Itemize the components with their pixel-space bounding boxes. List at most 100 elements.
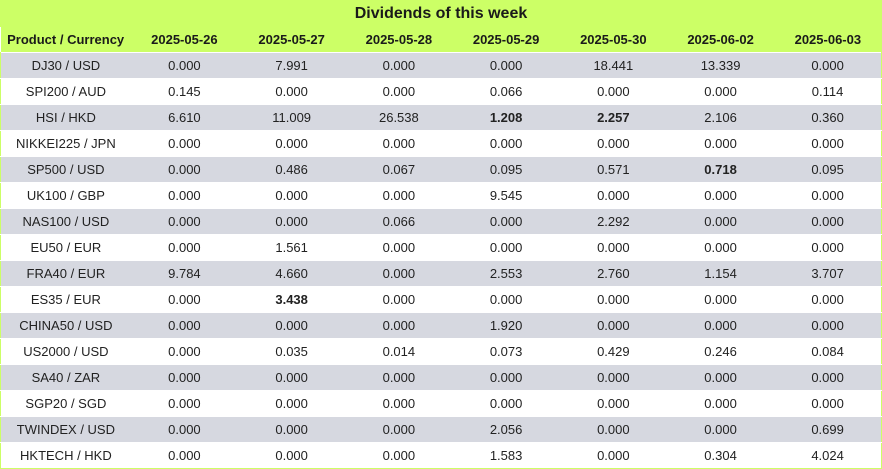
dividend-value-cell: 0.000	[130, 182, 239, 209]
dividend-value-cell: 0.000	[130, 52, 239, 79]
table-row: HSI / HKD 6.610 11.009 26.538 1.208 2.257 2.10…	[0, 104, 882, 131]
dividend-value-cell: 0.000	[130, 442, 239, 469]
dividend-value-cell: 0.699	[774, 416, 882, 443]
dividend-value-cell: 0.000	[774, 312, 882, 339]
dividend-value-cell: 0.000	[130, 416, 239, 443]
dividend-value-cell: 0.000	[238, 364, 346, 391]
dividend-value-cell: 0.000	[452, 130, 560, 157]
product-currency-cell: UK100 / GBP	[0, 182, 131, 209]
dividend-value-cell: 0.000	[238, 416, 346, 443]
dividend-value-cell: 0.000	[452, 52, 560, 79]
dividend-value-cell: 0.035	[238, 338, 346, 365]
dividend-value-cell: 0.000	[130, 312, 239, 339]
table-row: ES35 / EUR 0.000 3.438 0.000 0.000 0.000 0.000…	[0, 286, 882, 313]
header-date: 2025-05-29	[452, 27, 560, 53]
dividend-value-cell: 26.538	[345, 104, 453, 131]
dividend-value-cell: 0.000	[774, 390, 882, 417]
product-currency-cell: CHINA50 / USD	[0, 312, 131, 339]
product-currency-cell: SGP20 / SGD	[0, 390, 131, 417]
table-title: Dividends of this week	[0, 0, 882, 27]
dividend-value-cell: 1.561	[238, 234, 346, 261]
dividend-value-cell: 0.000	[559, 442, 667, 469]
product-currency-cell: ES35 / EUR	[0, 286, 131, 313]
dividend-value-cell: 0.000	[238, 78, 346, 105]
dividend-value-cell: 0.067	[345, 156, 453, 183]
dividend-value-cell: 0.000	[130, 286, 239, 313]
table-row: UK100 / GBP 0.000 0.000 0.000 9.545 0.000 0.00…	[0, 182, 882, 209]
dividend-value-cell: 7.991	[238, 52, 346, 79]
header-date: 2025-05-28	[345, 27, 453, 53]
dividend-value-cell: 0.000	[130, 338, 239, 365]
product-currency-cell: EU50 / EUR	[0, 234, 131, 261]
header-date: 2025-05-26	[130, 27, 239, 53]
dividend-value-cell: 0.000	[238, 130, 346, 157]
dividend-value-cell: 0.000	[345, 234, 453, 261]
dividend-value-cell: 4.024	[774, 442, 882, 469]
dividend-value-cell: 2.106	[666, 104, 775, 131]
dividend-value-cell: 0.000	[559, 416, 667, 443]
header-date: 2025-06-02	[666, 27, 775, 53]
product-currency-cell: HKTECH / HKD	[0, 442, 131, 469]
dividend-value-cell: 0.000	[130, 364, 239, 391]
dividend-value-cell: 0.000	[345, 312, 453, 339]
dividend-value-cell: 0.000	[774, 182, 882, 209]
dividend-value-cell: 0.000	[130, 390, 239, 417]
table-row: DJ30 / USD 0.000 7.991 0.000 0.000 18.441 13.3…	[0, 52, 882, 79]
dividend-value-cell: 0.000	[559, 182, 667, 209]
header-row: Product / Currency 2025-05-26 2025-05-27…	[0, 27, 882, 53]
dividend-value-cell: 0.000	[774, 286, 882, 313]
dividend-value-cell: 0.000	[559, 390, 667, 417]
header-product-currency: Product / Currency	[0, 27, 131, 53]
dividend-value-cell: 0.000	[345, 78, 453, 105]
dividend-value-cell: 13.339	[666, 52, 775, 79]
table-row: SPI200 / AUD 0.145 0.000 0.000 0.066 0.000 0.0…	[0, 78, 882, 105]
dividend-value-cell: 0.000	[345, 390, 453, 417]
header-date: 2025-05-30	[559, 27, 667, 53]
dividend-value-cell: 3.438	[238, 286, 346, 313]
dividend-value-cell: 0.000	[559, 286, 667, 313]
dividend-value-cell: 0.000	[238, 312, 346, 339]
dividend-value-cell: 0.000	[130, 234, 239, 261]
dividend-value-cell: 0.000	[666, 130, 775, 157]
dividends-table: Product / Currency 2025-05-26 2025-05-27…	[0, 27, 882, 469]
table-row: NAS100 / USD 0.000 0.000 0.066 0.000 2.292 0.0…	[0, 208, 882, 235]
product-currency-cell: FRA40 / EUR	[0, 260, 131, 287]
dividend-value-cell: 0.014	[345, 338, 453, 365]
dividend-value-cell: 0.000	[666, 286, 775, 313]
dividend-value-cell: 0.000	[559, 234, 667, 261]
dividend-value-cell: 0.095	[452, 156, 560, 183]
dividend-value-cell: 0.000	[666, 234, 775, 261]
dividend-value-cell: 0.429	[559, 338, 667, 365]
dividend-value-cell: 0.145	[130, 78, 239, 105]
product-currency-cell: TWINDEX / USD	[0, 416, 131, 443]
dividend-value-cell: 3.707	[774, 260, 882, 287]
dividend-value-cell: 2.760	[559, 260, 667, 287]
dividend-value-cell: 0.000	[452, 234, 560, 261]
dividend-value-cell: 1.920	[452, 312, 560, 339]
dividend-value-cell: 0.000	[774, 234, 882, 261]
dividend-value-cell: 0.000	[345, 416, 453, 443]
table-row: FRA40 / EUR 9.784 4.660 0.000 2.553 2.760 1.15…	[0, 260, 882, 287]
dividend-value-cell: 0.084	[774, 338, 882, 365]
dividend-value-cell: 0.000	[666, 182, 775, 209]
table-row: NIKKEI225 / JPN 0.000 0.000 0.000 0.000 0.000…	[0, 130, 882, 157]
product-currency-cell: SA40 / ZAR	[0, 364, 131, 391]
dividend-value-cell: 0.000	[774, 52, 882, 79]
dividend-value-cell: 0.000	[774, 130, 882, 157]
dividend-value-cell: 0.073	[452, 338, 560, 365]
dividend-value-cell: 0.066	[345, 208, 453, 235]
dividend-value-cell: 0.000	[238, 182, 346, 209]
dividend-value-cell: 2.257	[559, 104, 667, 131]
dividend-value-cell: 0.000	[559, 130, 667, 157]
dividend-value-cell: 0.000	[666, 416, 775, 443]
dividend-value-cell: 0.000	[666, 312, 775, 339]
dividend-value-cell: 0.000	[666, 364, 775, 391]
table-row: SP500 / USD 0.000 0.486 0.067 0.095 0.571 0.71…	[0, 156, 882, 183]
dividend-value-cell: 0.000	[238, 442, 346, 469]
dividend-value-cell: 0.000	[238, 390, 346, 417]
dividend-value-cell: 0.000	[345, 130, 453, 157]
header-date: 2025-06-03	[774, 27, 882, 53]
product-currency-cell: US2000 / USD	[0, 338, 131, 365]
table-row: SA40 / ZAR 0.000 0.000 0.000 0.000 0.000 0.000…	[0, 364, 882, 391]
dividend-value-cell: 9.545	[452, 182, 560, 209]
